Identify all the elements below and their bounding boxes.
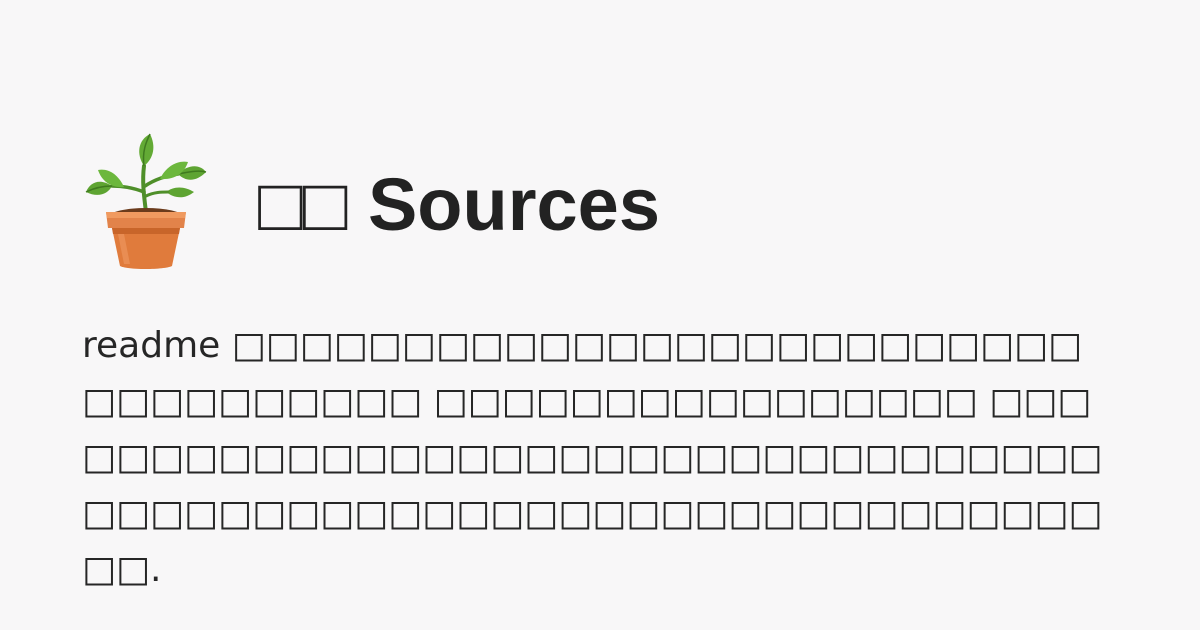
page-title: □□ Sources	[258, 163, 660, 246]
description-text: readme □□□□□□□□□□□□□□□□□□□□□□□□□□□□□□□□□…	[82, 325, 1103, 590]
potted-plant-icon	[84, 130, 208, 270]
